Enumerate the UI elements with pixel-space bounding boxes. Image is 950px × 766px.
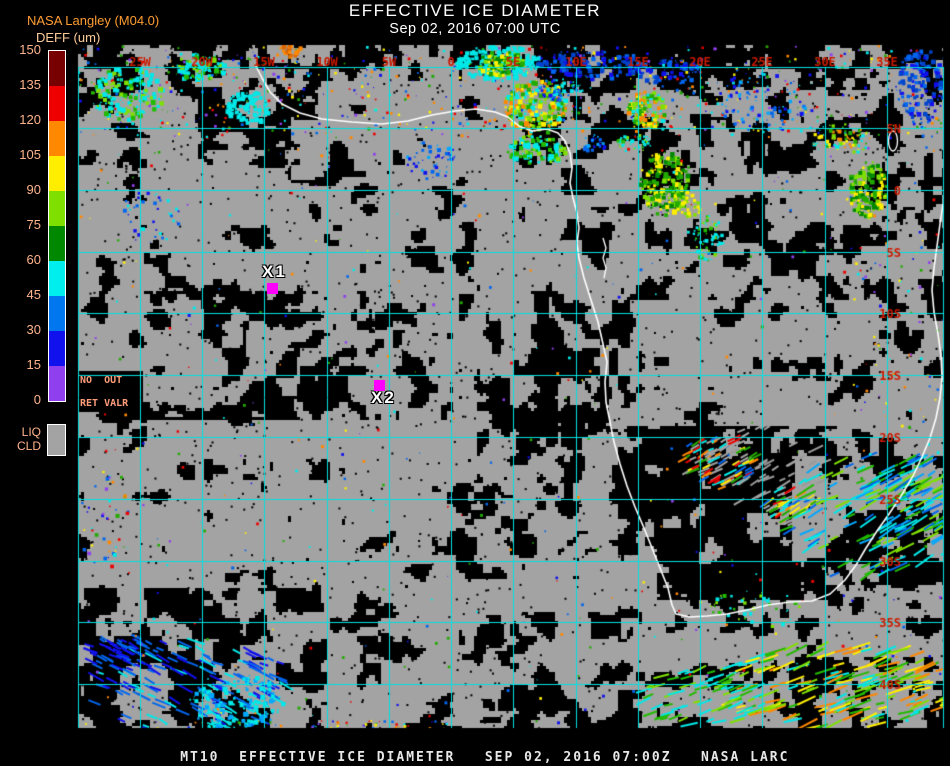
legend-value-label: 105 bbox=[19, 147, 41, 162]
legend-value-label: 15 bbox=[26, 357, 41, 372]
footer-bar: MT10 EFFECTIVE ICE DIAMETER SEP 02, 2016… bbox=[0, 734, 950, 765]
page-subtitle: Sep 02, 2016 07:00 UTC bbox=[389, 21, 561, 37]
legend-segment bbox=[49, 261, 65, 296]
legend-segment bbox=[49, 86, 65, 121]
marker-dot-x1 bbox=[267, 283, 278, 294]
marker-label-x1: X1 bbox=[262, 262, 287, 281]
legend-value-label: 0 bbox=[33, 392, 41, 407]
legend-segment bbox=[49, 226, 65, 261]
legend-segment bbox=[49, 121, 65, 156]
cld-line: CLD bbox=[16, 439, 41, 453]
legend-segment bbox=[49, 366, 65, 401]
color-scale bbox=[48, 50, 66, 402]
no-retrieval-line1: NO OUT bbox=[80, 375, 123, 386]
footer-text: MT10 EFFECTIVE ICE DIAMETER SEP 02, 2016… bbox=[180, 750, 790, 765]
legend-segment bbox=[49, 156, 65, 191]
legend-segment bbox=[49, 51, 65, 86]
liquid-cloud-swatch bbox=[47, 424, 66, 456]
legend-value-label: 45 bbox=[26, 287, 41, 302]
legend-value-label: 60 bbox=[26, 252, 41, 267]
legend-segment bbox=[49, 296, 65, 331]
no-retrieval-line2: RET VALR bbox=[80, 398, 129, 409]
brand-text: NASA Langley (M04.0) bbox=[27, 13, 160, 28]
page-title: EFFECTIVE ICE DIAMETER bbox=[348, 1, 602, 20]
header: EFFECTIVE ICE DIAMETER Sep 02, 2016 07:0… bbox=[0, 1, 950, 37]
legend-value-label: 150 bbox=[19, 42, 41, 57]
liq-line: LIQ bbox=[21, 425, 41, 439]
legend-value-label: 120 bbox=[19, 112, 41, 127]
legend-segment bbox=[49, 191, 65, 226]
legend-value-label: 30 bbox=[26, 322, 41, 337]
map-plot bbox=[0, 0, 950, 750]
legend-title: DEFF (um) bbox=[36, 30, 101, 45]
legend-value-label: 135 bbox=[19, 77, 41, 92]
no-retrieval-box: NO OUT RET VALR bbox=[80, 375, 142, 409]
marker-label-x2: X2 bbox=[371, 388, 396, 407]
legend-value-label: 75 bbox=[26, 217, 41, 232]
legend-value-label: 90 bbox=[26, 182, 41, 197]
liquid-cloud-label: LIQ CLD bbox=[7, 425, 41, 453]
legend-segment bbox=[49, 331, 65, 366]
marker-dot-x2 bbox=[374, 380, 385, 391]
